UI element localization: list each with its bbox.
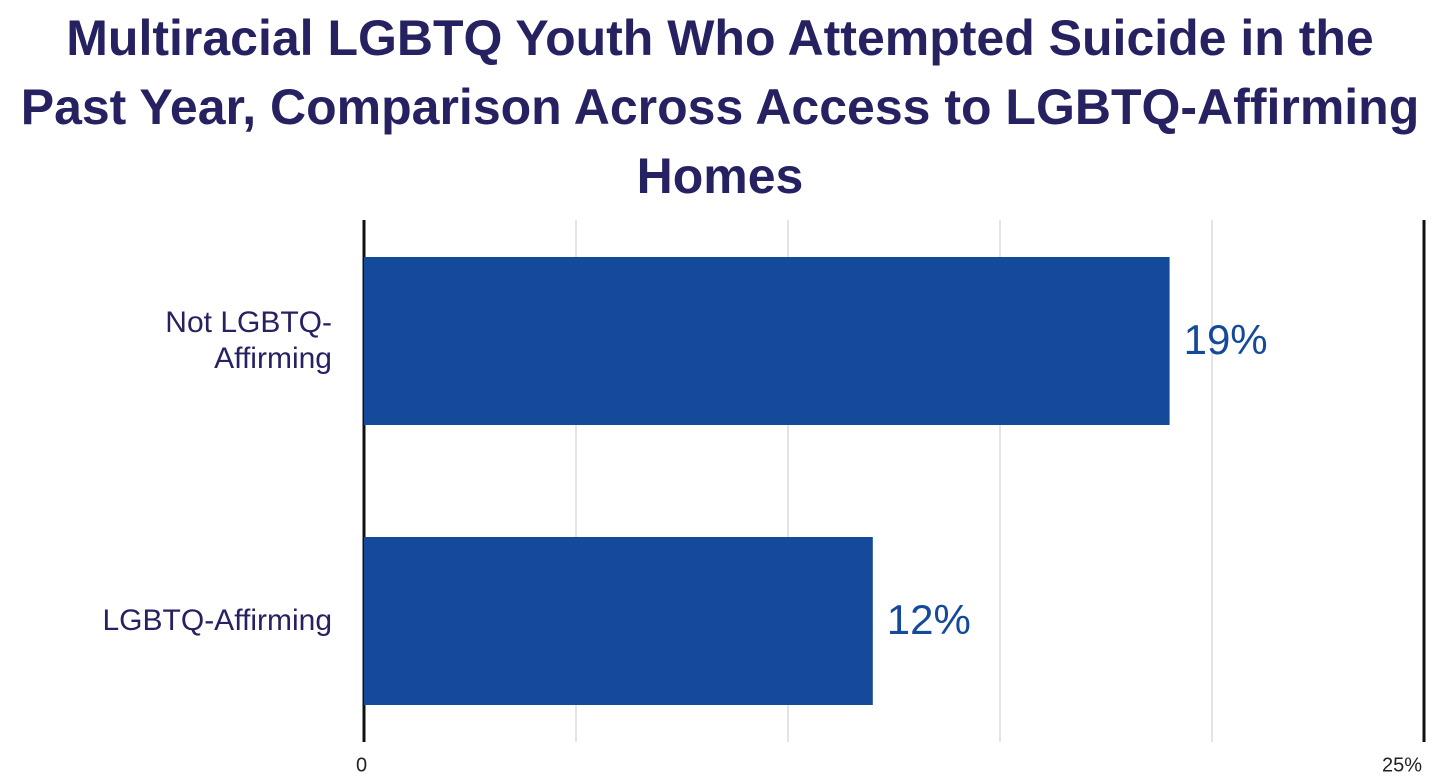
y-tick-label: LGBTQ-Affirming [102, 604, 333, 637]
bar [364, 537, 873, 705]
x-tick-label: 25% [1382, 754, 1422, 776]
bar [364, 257, 1170, 425]
y-tick-label: Not LGBTQ-Affirming [165, 306, 332, 375]
x-tick-label: 0 [356, 754, 367, 776]
chart-title: Multiracial LGBTQ Youth Who Attempted Su… [20, 10, 1420, 204]
value-label: 19% [1184, 316, 1268, 363]
value-label: 12% [887, 596, 971, 643]
